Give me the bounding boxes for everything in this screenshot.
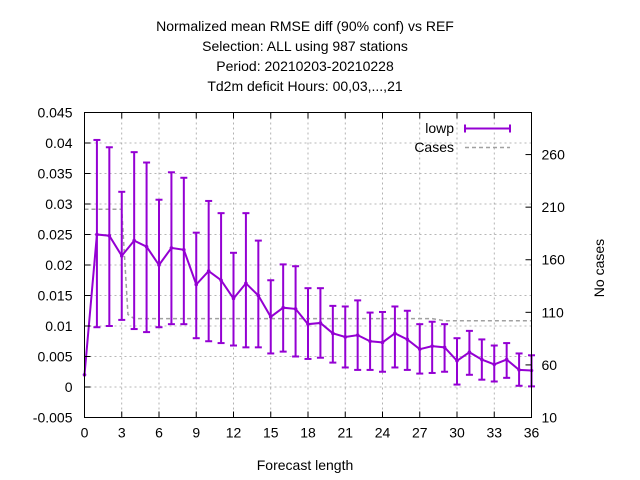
lowp-point bbox=[194, 282, 199, 287]
y2-tick-label: 210 bbox=[542, 199, 566, 215]
lowp-point bbox=[480, 357, 484, 362]
lowp-point bbox=[107, 233, 112, 238]
x-tick-label: 27 bbox=[412, 425, 428, 441]
x-tick-label: 3 bbox=[118, 425, 126, 441]
legend-label-cases: Cases bbox=[414, 139, 454, 155]
y2-tick-label: 260 bbox=[542, 147, 566, 163]
lowp-point bbox=[380, 340, 385, 345]
y-tick-label: 0.035 bbox=[37, 166, 72, 182]
x-axis: 0 3 6 9 12 15 18 21 24 27 30 33 36 bbox=[81, 112, 540, 441]
lowp-point bbox=[442, 345, 447, 350]
lowp-point bbox=[182, 247, 186, 252]
x-tick-label: 6 bbox=[155, 425, 163, 441]
lowp-point bbox=[219, 278, 223, 283]
y-tick-label: 0.015 bbox=[37, 288, 72, 304]
lowp-point bbox=[405, 337, 410, 342]
title-line-4: Td2m deficit Hours: 00,03,...,21 bbox=[207, 78, 403, 94]
lowp-point bbox=[206, 269, 211, 273]
chart-title: Normalized mean RMSE diff (90% conf) vs … bbox=[156, 18, 454, 94]
y2-tick-label: 10 bbox=[542, 410, 558, 426]
lowp-series bbox=[82, 138, 535, 388]
legend: lowp Cases bbox=[414, 120, 511, 155]
lowp-point bbox=[144, 244, 149, 249]
y2-axis: 10 60 110 160 210 260 bbox=[525, 147, 566, 426]
lowp-point bbox=[268, 315, 273, 319]
grid bbox=[84, 112, 532, 418]
lowp-point bbox=[157, 263, 161, 267]
y-tick-label: 0.01 bbox=[45, 318, 72, 334]
lowp-point bbox=[430, 344, 434, 348]
lowp-point bbox=[393, 331, 397, 336]
x-tick-label: 18 bbox=[300, 425, 316, 441]
lowp-point bbox=[417, 347, 422, 351]
lowp-point bbox=[244, 281, 248, 286]
y-tick-label: 0.03 bbox=[45, 196, 72, 212]
lowp-point bbox=[256, 293, 261, 298]
lowp-point bbox=[169, 246, 174, 250]
y-tick-label: 0 bbox=[65, 379, 73, 395]
x-tick-label: 0 bbox=[81, 425, 89, 441]
y-tick-label: 0.045 bbox=[37, 105, 72, 121]
y-tick-label: 0.04 bbox=[45, 135, 72, 151]
y-tick-label: 0.02 bbox=[45, 257, 72, 273]
x-tick-label: 33 bbox=[486, 425, 502, 441]
title-line-2: Selection: ALL using 987 stations bbox=[202, 38, 408, 54]
legend-label-lowp: lowp bbox=[425, 120, 454, 136]
lowp-point bbox=[293, 307, 298, 311]
lowp-point bbox=[467, 350, 472, 355]
lowp-point bbox=[355, 333, 360, 337]
lowp-point bbox=[119, 254, 124, 258]
lowp-point bbox=[492, 362, 497, 367]
y2-tick-label: 110 bbox=[542, 304, 565, 320]
lowp-point bbox=[368, 339, 372, 344]
y-tick-label: -0.005 bbox=[33, 410, 73, 426]
x-tick-label: 30 bbox=[449, 425, 465, 441]
y2-tick-label: 60 bbox=[542, 357, 558, 373]
y2-tick-label: 160 bbox=[542, 252, 566, 268]
x-tick-label: 9 bbox=[192, 425, 200, 441]
lowp-point bbox=[504, 357, 509, 362]
y-tick-label: 0.025 bbox=[37, 227, 72, 243]
lowp-point bbox=[343, 335, 348, 339]
x-tick-label: 24 bbox=[375, 425, 391, 441]
lowp-point bbox=[306, 322, 310, 326]
lowp-point bbox=[132, 238, 136, 243]
lowp-point bbox=[517, 368, 521, 372]
lowp-point bbox=[231, 296, 236, 301]
lowp-point bbox=[331, 331, 335, 336]
x-tick-label: 15 bbox=[263, 425, 279, 441]
y-tick-label: 0.005 bbox=[37, 349, 72, 365]
lowp-point bbox=[455, 358, 459, 363]
x-axis-label: Forecast length bbox=[257, 457, 354, 473]
title-line-3: Period: 20210203-20210228 bbox=[216, 58, 394, 74]
y-axis: -0.005 0 0.005 0.01 0.015 0.02 0.025 0.03 0.035 0… bbox=[33, 105, 91, 426]
y2-axis-label: No cases bbox=[591, 239, 607, 297]
lowp-point bbox=[95, 232, 99, 237]
lowp-point bbox=[281, 305, 285, 310]
title-line-1: Normalized mean RMSE diff (90% conf) vs … bbox=[156, 18, 454, 34]
lowp-point bbox=[318, 321, 323, 325]
x-tick-label: 12 bbox=[226, 425, 242, 441]
x-tick-label: 36 bbox=[524, 425, 540, 441]
x-tick-label: 21 bbox=[337, 425, 353, 441]
